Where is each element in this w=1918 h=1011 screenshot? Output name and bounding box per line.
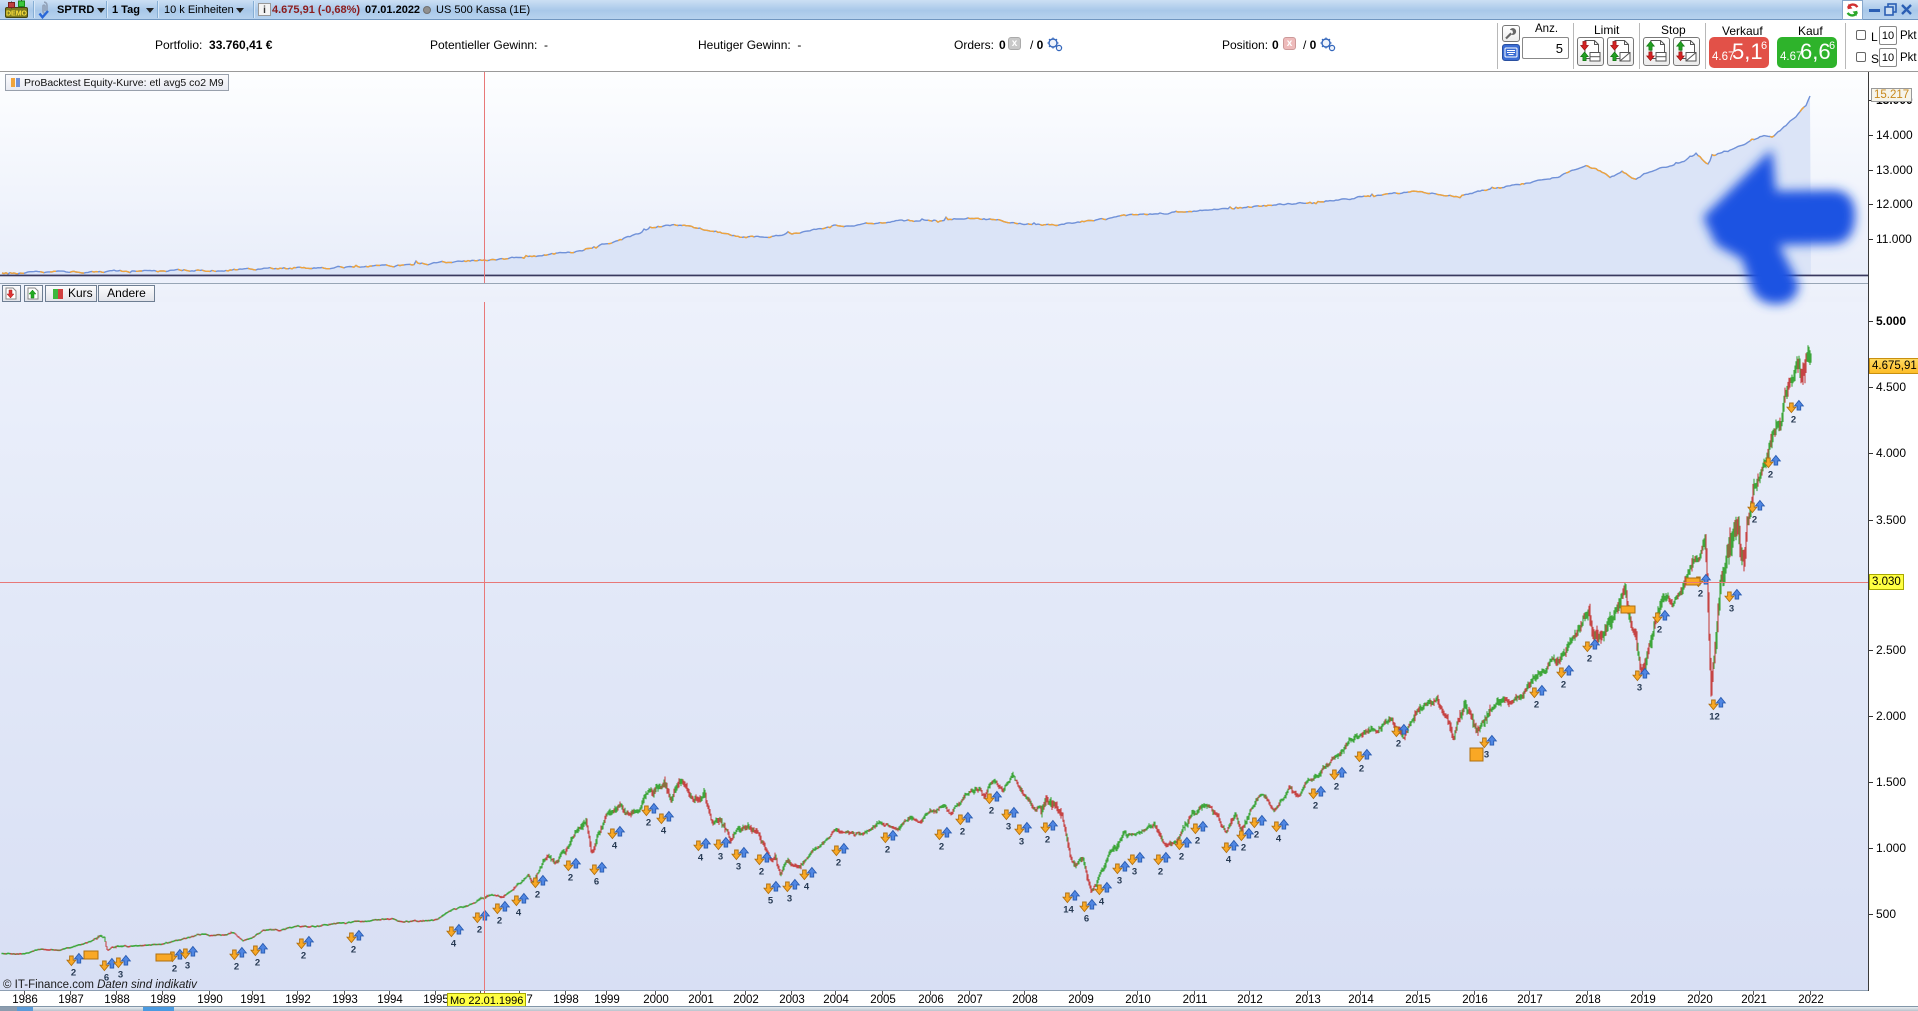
svg-text:2: 2 xyxy=(1195,836,1200,847)
svg-text:2: 2 xyxy=(1396,739,1401,750)
svg-text:2: 2 xyxy=(1313,801,1318,812)
svg-text:2: 2 xyxy=(1587,654,1592,665)
svg-text:2: 2 xyxy=(1561,680,1566,691)
svg-text:2: 2 xyxy=(1657,625,1662,636)
svg-text:4: 4 xyxy=(516,908,522,919)
svg-text:2: 2 xyxy=(1768,470,1773,481)
svg-text:4: 4 xyxy=(661,826,667,837)
svg-text:2: 2 xyxy=(759,867,764,878)
svg-text:3: 3 xyxy=(1132,867,1137,878)
svg-text:3: 3 xyxy=(1484,750,1489,761)
svg-text:2: 2 xyxy=(1254,830,1259,841)
svg-text:2: 2 xyxy=(1045,835,1050,846)
svg-text:2: 2 xyxy=(568,873,573,884)
svg-text:2: 2 xyxy=(1698,589,1703,600)
svg-text:2: 2 xyxy=(989,806,994,817)
svg-text:2: 2 xyxy=(497,916,502,927)
svg-text:3: 3 xyxy=(118,970,123,981)
svg-text:14: 14 xyxy=(1063,905,1074,916)
svg-text:4: 4 xyxy=(698,853,704,864)
svg-text:12: 12 xyxy=(1709,712,1720,723)
svg-text:3: 3 xyxy=(1637,683,1642,694)
svg-text:DEMO: DEMO xyxy=(6,11,28,18)
svg-text:4: 4 xyxy=(612,841,618,852)
svg-text:2: 2 xyxy=(1334,782,1339,793)
svg-text:2: 2 xyxy=(1241,843,1246,854)
svg-text:2: 2 xyxy=(255,958,260,969)
svg-text:3: 3 xyxy=(1117,876,1122,887)
svg-text:2: 2 xyxy=(234,962,239,973)
svg-text:3: 3 xyxy=(1729,604,1734,615)
svg-text:6: 6 xyxy=(1084,914,1089,925)
svg-text:2: 2 xyxy=(1179,852,1184,863)
svg-text:3: 3 xyxy=(787,894,792,905)
svg-text:5: 5 xyxy=(768,896,774,907)
svg-text:2: 2 xyxy=(885,845,890,856)
svg-text:3: 3 xyxy=(718,852,723,863)
svg-text:2: 2 xyxy=(1752,515,1757,526)
svg-text:2: 2 xyxy=(1534,700,1539,711)
svg-text:2: 2 xyxy=(960,827,965,838)
svg-text:4: 4 xyxy=(1099,897,1105,908)
svg-text:2: 2 xyxy=(477,925,482,936)
svg-text:4: 4 xyxy=(804,882,810,893)
svg-text:2: 2 xyxy=(172,964,177,975)
svg-text:2: 2 xyxy=(939,842,944,853)
svg-text:© IT-Finance.com Daten sind i: © IT-Finance.com Daten sind indikativ xyxy=(3,979,198,991)
svg-text:2: 2 xyxy=(1359,764,1364,775)
svg-text:3: 3 xyxy=(1019,837,1024,848)
svg-text:2: 2 xyxy=(71,968,76,979)
svg-text:4: 4 xyxy=(1226,855,1232,866)
svg-text:3: 3 xyxy=(1006,822,1011,833)
svg-text:2: 2 xyxy=(351,945,356,956)
svg-text:3: 3 xyxy=(185,961,190,972)
svg-text:4: 4 xyxy=(1276,834,1282,845)
svg-text:2: 2 xyxy=(1158,867,1163,878)
svg-text:6: 6 xyxy=(594,877,599,888)
svg-text:2: 2 xyxy=(836,858,841,869)
svg-text:2: 2 xyxy=(535,890,540,901)
svg-text:2: 2 xyxy=(1791,415,1796,426)
svg-text:2: 2 xyxy=(301,951,306,962)
svg-text:6: 6 xyxy=(104,973,109,984)
svg-text:3: 3 xyxy=(736,862,741,873)
svg-text:2: 2 xyxy=(646,818,651,829)
svg-text:4: 4 xyxy=(451,939,457,950)
